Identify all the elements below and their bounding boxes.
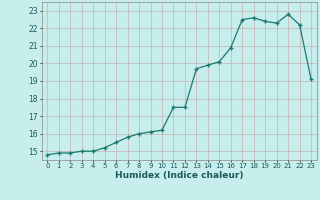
X-axis label: Humidex (Indice chaleur): Humidex (Indice chaleur): [115, 171, 244, 180]
